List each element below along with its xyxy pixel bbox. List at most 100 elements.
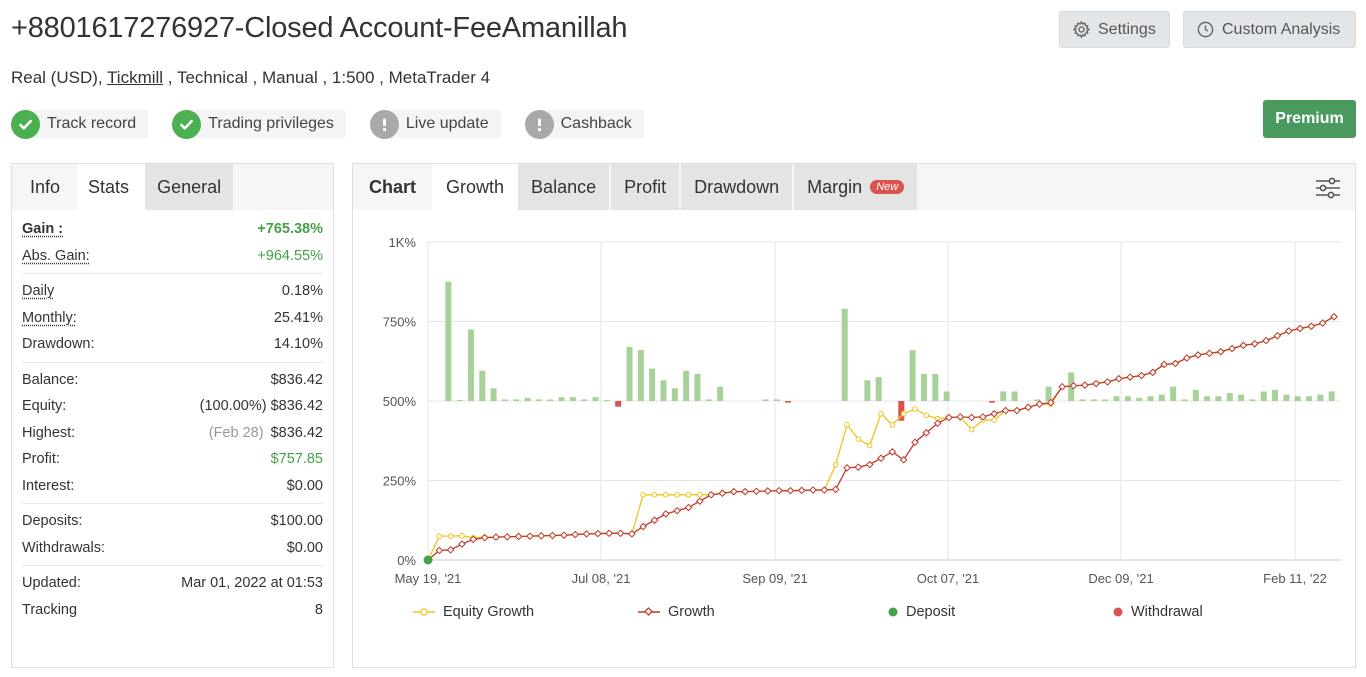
stat-value: $100.00	[270, 513, 323, 530]
daily-bar	[909, 350, 916, 401]
stat-balance: Balance: $836.42	[22, 367, 323, 394]
growth-point	[1318, 319, 1327, 327]
chart-heading: Chart	[353, 164, 433, 210]
stat-value: +765.38%	[257, 221, 323, 238]
growth-point	[1092, 379, 1100, 388]
stat-value: Mar 01, 2022 at 01:53	[181, 575, 323, 592]
daily-bar	[1192, 389, 1199, 401]
growth-point	[1103, 378, 1112, 386]
equity-percent: (100.00%)	[199, 398, 267, 415]
stat-abs-gain: Abs. Gain: +964.55%	[22, 243, 323, 270]
premium-button[interactable]: Premium	[1263, 100, 1356, 138]
stat-label: Highest:	[22, 424, 76, 441]
daily-bar	[513, 399, 520, 401]
legend-withdrawal[interactable]: Withdrawal	[1113, 604, 1203, 620]
growth-point	[503, 532, 512, 541]
growth-point	[458, 540, 466, 548]
equity-point	[651, 492, 658, 498]
growth-point	[922, 428, 931, 437]
growth-point	[571, 530, 580, 539]
growth-point	[1115, 374, 1123, 383]
growth-chart: 0% 250% 500% 750% 1K% May 19, '21 Jul 08, '21 S…	[383, 235, 1341, 586]
settings-button[interactable]: Settings	[1059, 11, 1170, 48]
tab-info[interactable]: Info	[12, 164, 79, 210]
daily-bar	[694, 373, 701, 401]
stat-label: Balance:	[22, 371, 79, 388]
growth-point	[560, 531, 568, 540]
broker-link[interactable]: Tickmill	[107, 68, 164, 87]
growth-point	[639, 522, 647, 531]
growth-point	[967, 413, 976, 422]
growth-point	[435, 546, 444, 555]
stat-label[interactable]: Monthly:	[22, 309, 77, 326]
badge-track-record: Track record	[11, 109, 149, 139]
stat-label[interactable]: Gain :	[22, 221, 64, 238]
growth-point	[990, 409, 999, 418]
tab-profit[interactable]: Profit	[611, 164, 680, 210]
daily-bar	[592, 397, 599, 401]
legend-deposit[interactable]: Deposit	[888, 604, 1113, 620]
stat-profit: Profit: $757.85	[22, 446, 323, 473]
x-tick-label: Sep 09, '21	[742, 571, 807, 586]
legend-label: Equity Growth	[443, 604, 535, 620]
tab-margin-label: Margin	[807, 176, 863, 197]
growth-point	[1001, 406, 1010, 415]
daily-bar	[773, 399, 780, 401]
daily-bar	[1272, 389, 1279, 401]
stat-value: 8	[314, 601, 323, 618]
growth-point	[718, 489, 727, 498]
daily-bar	[717, 386, 724, 401]
daily-bar	[864, 380, 871, 401]
legend-growth[interactable]: Growth	[638, 604, 888, 620]
stat-label: Profit:	[22, 451, 60, 468]
growth-point	[933, 419, 942, 428]
growth-point	[1126, 373, 1134, 381]
daily-bar	[1136, 397, 1143, 401]
legend-label: Deposit	[906, 604, 956, 620]
tab-drawdown[interactable]: Drawdown	[681, 164, 793, 210]
daily-bar	[1079, 399, 1086, 401]
y-tick-label: 500%	[383, 394, 417, 409]
daily-bar	[1113, 396, 1120, 401]
new-badge: New	[870, 180, 905, 194]
daily-bar	[1226, 393, 1233, 401]
legend-equity-growth[interactable]: Equity Growth	[413, 604, 638, 620]
growth-point	[775, 486, 783, 495]
stat-label[interactable]: Daily	[22, 283, 55, 300]
tab-margin[interactable]: Margin New	[794, 164, 918, 210]
growth-point	[786, 486, 795, 495]
growth-point	[695, 497, 704, 505]
x-tick-label: Feb 11, '22	[1263, 571, 1327, 586]
custom-analysis-button[interactable]: Custom Analysis	[1183, 11, 1356, 48]
growth-point	[673, 506, 681, 515]
daily-bar	[875, 377, 882, 401]
daily-bar	[479, 370, 486, 401]
growth-point	[1330, 312, 1338, 321]
tab-general[interactable]: General	[145, 164, 234, 210]
tab-growth[interactable]: Growth	[432, 164, 519, 210]
daily-bar	[671, 388, 678, 401]
tab-balance[interactable]: Balance	[518, 164, 610, 210]
x-tick-label: May 19, '21	[395, 571, 462, 586]
daily-bar	[1045, 386, 1052, 401]
stat-label[interactable]: Abs. Gain:	[22, 247, 90, 264]
badge-label: Trading privileges	[208, 115, 334, 132]
sliders-icon[interactable]	[1315, 176, 1341, 200]
growth-point	[888, 448, 897, 456]
growth-point	[628, 530, 636, 538]
equity-point	[855, 436, 862, 442]
account-details: , Technical , Manual , 1:500 , MetaTrade…	[163, 68, 491, 87]
daily-bar	[1090, 399, 1097, 401]
stat-value: $836.42	[270, 398, 323, 415]
growth-point	[820, 486, 829, 494]
stat-value: $757.85	[270, 451, 323, 468]
badge-label: Cashback	[560, 115, 632, 132]
stat-label: Updated:	[22, 575, 81, 592]
growth-point	[469, 535, 478, 544]
daily-bar	[547, 399, 554, 401]
growth-point	[1137, 371, 1146, 380]
settings-label: Settings	[1098, 20, 1156, 38]
highest-date: (Feb 28)	[208, 424, 264, 441]
tab-stats[interactable]: Stats	[78, 164, 146, 210]
badge-label: Live update	[405, 115, 489, 132]
